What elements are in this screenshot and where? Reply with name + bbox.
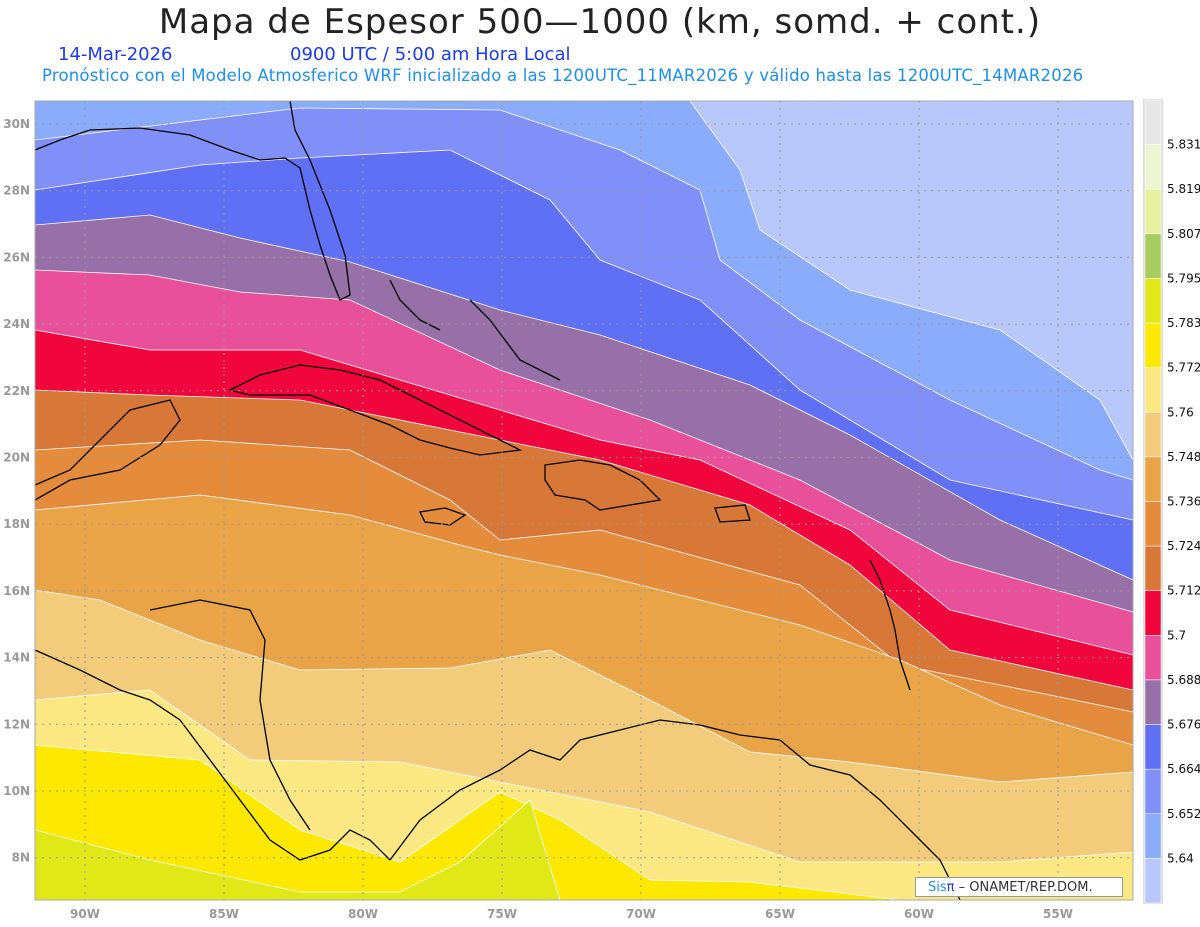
colorbar-swatch xyxy=(1144,188,1162,235)
graticule xyxy=(35,101,1133,900)
colorbar-swatch xyxy=(1144,635,1162,681)
colorbar-swatch xyxy=(1144,233,1162,279)
colorbar-label: 5.688 xyxy=(1167,673,1200,687)
colorbar-label: 5.664 xyxy=(1167,762,1200,776)
colorbar-swatch xyxy=(1144,545,1162,591)
coastline-bahamas xyxy=(389,279,561,381)
colorbar-swatch xyxy=(1144,144,1162,190)
axis-ticks: 90W 85W 80W 75W 70W 65W 60W 55W 30N 28N 26N 24N 22N 2… xyxy=(3,117,1073,921)
colorbar-label: 5.676 xyxy=(1167,718,1200,732)
forecast-date: 14-Mar-2026 xyxy=(58,44,173,65)
colorbar-label: 5.795 xyxy=(1167,271,1200,285)
contour-bands xyxy=(35,101,1133,900)
colorbar-swatch xyxy=(1144,412,1162,458)
colorbar-label: 5.712 xyxy=(1167,584,1200,598)
lon-tick-label: 80W xyxy=(348,907,378,921)
colorbar-swatch xyxy=(1144,99,1162,145)
colorbar-swatch xyxy=(1144,501,1162,547)
lat-tick-label: 12N xyxy=(3,717,30,731)
lat-tick-label: 28N xyxy=(3,184,30,198)
thickness-band xyxy=(35,744,1133,900)
lat-tick-label: 18N xyxy=(3,517,30,531)
coastline-gulf-florida xyxy=(35,101,351,301)
colorbar-swatch xyxy=(1144,679,1162,725)
colorbar-swatch xyxy=(1144,322,1162,368)
lon-tick-label: 55W xyxy=(1043,907,1073,921)
coastline-hispaniola xyxy=(544,459,662,511)
lat-tick-label: 24N xyxy=(3,317,30,331)
colorbar-label: 5.831 xyxy=(1167,138,1200,152)
colorbar-swatch xyxy=(1144,813,1162,859)
lat-tick-label: 14N xyxy=(3,651,30,665)
colorbar-label: 5.7 xyxy=(1167,628,1186,642)
lat-tick-label: 10N xyxy=(3,784,30,798)
credit-box: Sisπ – ONAMET/REP.DOM. xyxy=(915,877,1123,897)
lat-tick-label: 16N xyxy=(3,584,30,598)
coastline-cuba xyxy=(228,364,523,456)
colorbar-swatch xyxy=(1144,724,1162,770)
colorbar-label: 5.736 xyxy=(1167,495,1200,509)
lon-tick-label: 75W xyxy=(487,907,517,921)
colorbar-swatch xyxy=(1144,858,1162,904)
colorbar-swatch xyxy=(1144,456,1162,502)
lon-tick-label: 65W xyxy=(765,907,795,921)
colorbar-label: 5.772 xyxy=(1167,361,1200,375)
colorbar-label: 5.819 xyxy=(1167,182,1200,196)
colorbar-label: 5.724 xyxy=(1167,539,1200,553)
lon-tick-label: 85W xyxy=(209,907,239,921)
coastline-puerto-rico xyxy=(714,504,751,523)
colorbar-swatch xyxy=(1144,768,1162,815)
colorbar: 5.831 5.819 5.807 5.795 5.783 5.772 5.76 5.748 5… xyxy=(1143,99,1200,904)
colorbar-label: 5.748 xyxy=(1167,450,1200,464)
lon-tick-label: 90W xyxy=(70,907,100,921)
lon-tick-label: 70W xyxy=(626,907,656,921)
coastlines xyxy=(35,101,961,900)
colorbar-label: 5.807 xyxy=(1167,227,1200,241)
lat-tick-label: 22N xyxy=(3,384,30,398)
coastline-south-america xyxy=(389,719,961,900)
thickness-band xyxy=(35,799,1133,900)
credit-pi: π xyxy=(946,880,955,895)
lat-tick-label: 20N xyxy=(3,451,30,465)
credit-org: – ONAMET/REP.DOM. xyxy=(954,880,1093,895)
map-title: Mapa de Espesor 500—1000 (km, somd. + co… xyxy=(158,2,1042,42)
lon-tick-label: 60W xyxy=(904,907,934,921)
colorbar-swatch xyxy=(1144,278,1162,324)
colorbar-label: 5.652 xyxy=(1167,807,1200,821)
forecast-time: 0900 UTC / 5:00 am Hora Local xyxy=(290,44,571,65)
colorbar-label: 5.64 xyxy=(1167,851,1194,865)
lat-tick-label: 8N xyxy=(12,851,30,865)
coastline-central-america xyxy=(35,599,391,861)
colorbar-swatch xyxy=(1144,367,1162,413)
colorbar-label: 5.76 xyxy=(1167,405,1194,419)
credit-sis: Sis xyxy=(928,880,947,895)
coastline-yucatan xyxy=(35,399,181,501)
colorbar-label: 5.783 xyxy=(1167,316,1200,330)
coastline-jamaica xyxy=(419,507,467,526)
lat-tick-label: 30N xyxy=(3,117,30,131)
map-frame xyxy=(34,100,1134,901)
coastline-lesser-antilles xyxy=(869,559,911,691)
colorbar-swatch xyxy=(1144,590,1162,636)
model-subtitle: Pronóstico con el Modelo Atmosferico WRF… xyxy=(42,66,1084,85)
lat-tick-label: 26N xyxy=(3,250,30,264)
